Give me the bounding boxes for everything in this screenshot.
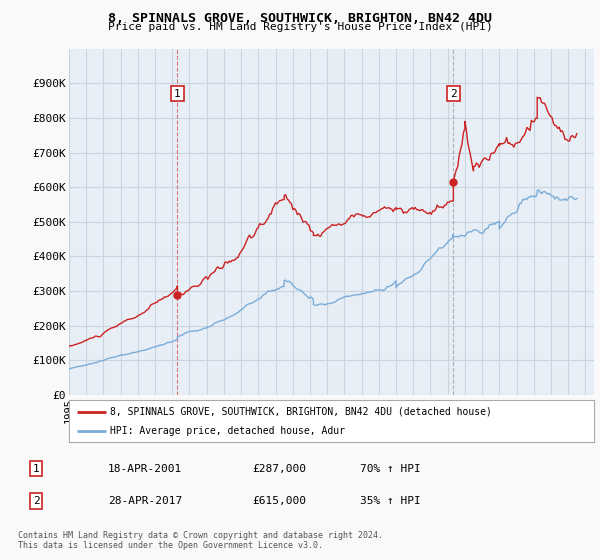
Text: 8, SPINNALS GROVE, SOUTHWICK, BRIGHTON, BN42 4DU: 8, SPINNALS GROVE, SOUTHWICK, BRIGHTON, … — [108, 12, 492, 25]
Text: Contains HM Land Registry data © Crown copyright and database right 2024.
This d: Contains HM Land Registry data © Crown c… — [18, 531, 383, 550]
Text: 1: 1 — [174, 88, 181, 99]
Text: 18-APR-2001: 18-APR-2001 — [108, 464, 182, 474]
Text: Price paid vs. HM Land Registry's House Price Index (HPI): Price paid vs. HM Land Registry's House … — [107, 22, 493, 32]
Text: 28-APR-2017: 28-APR-2017 — [108, 496, 182, 506]
Text: £615,000: £615,000 — [252, 496, 306, 506]
Text: HPI: Average price, detached house, Adur: HPI: Average price, detached house, Adur — [110, 426, 345, 436]
Text: 70% ↑ HPI: 70% ↑ HPI — [360, 464, 421, 474]
Text: 2: 2 — [450, 88, 457, 99]
Text: 2: 2 — [32, 496, 40, 506]
Text: 8, SPINNALS GROVE, SOUTHWICK, BRIGHTON, BN42 4DU (detached house): 8, SPINNALS GROVE, SOUTHWICK, BRIGHTON, … — [110, 407, 492, 417]
Text: 1: 1 — [32, 464, 40, 474]
Text: 35% ↑ HPI: 35% ↑ HPI — [360, 496, 421, 506]
Text: £287,000: £287,000 — [252, 464, 306, 474]
